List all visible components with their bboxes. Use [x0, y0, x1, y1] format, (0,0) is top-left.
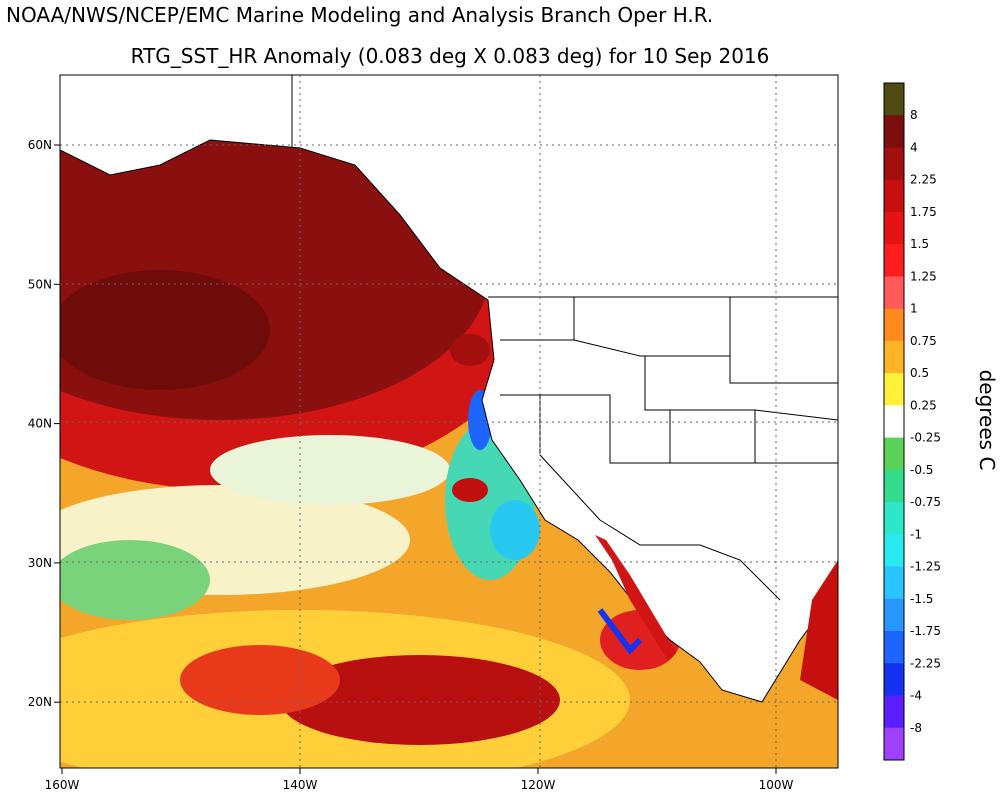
colorbar-title: degrees C — [975, 370, 999, 471]
anomaly-area — [280, 655, 560, 745]
colorbar-label: -1.25 — [910, 560, 941, 574]
colorbar-swatch — [884, 276, 904, 310]
colorbar-swatch — [884, 631, 904, 664]
colorbar-label: -0.25 — [910, 431, 941, 445]
colorbar-label: -0.5 — [910, 463, 933, 477]
anomaly-area — [60, 270, 270, 390]
colorbar-label: 0.75 — [910, 334, 937, 348]
colorbar-swatch — [884, 340, 904, 374]
colorbar-label: 1.5 — [910, 237, 929, 251]
colorbar-swatch — [884, 115, 904, 148]
colorbar-swatch — [884, 308, 904, 342]
lat-label: 50N — [28, 277, 52, 291]
anomaly-area — [180, 645, 340, 715]
lat-label: 60N — [28, 138, 52, 152]
colorbar-label: 4 — [910, 140, 918, 154]
colorbar-label: -1.75 — [910, 624, 941, 638]
lat-label: 20N — [28, 695, 52, 709]
borders — [291, 75, 838, 601]
colorbar-label: 1 — [910, 302, 918, 316]
lon-label: 100W — [759, 778, 794, 792]
colorbar-label: 1.75 — [910, 205, 937, 219]
colorbar-swatch — [884, 83, 904, 116]
colorbar-label: -2.25 — [910, 656, 941, 670]
colorbar-label: -0.75 — [910, 495, 941, 509]
colorbar-label: 1.25 — [910, 269, 937, 283]
colorbar-label: 0.5 — [910, 366, 929, 380]
colorbar-swatch — [884, 469, 904, 503]
map — [60, 75, 838, 768]
anomaly-area — [490, 500, 540, 560]
colorbar-swatch — [884, 727, 904, 761]
gulf-of-mexico — [800, 560, 838, 700]
map-frame — [59, 74, 839, 769]
anomaly-area — [210, 435, 450, 505]
colorbar-label: 0.25 — [910, 398, 937, 412]
colorbar-label: -1.5 — [910, 592, 933, 606]
colorbar-label: -4 — [910, 689, 922, 703]
graticule — [60, 75, 838, 768]
colorbar-swatch — [884, 437, 904, 471]
colorbar-swatch — [884, 211, 904, 245]
anomaly-area — [450, 334, 490, 366]
lon-label: 120W — [521, 778, 556, 792]
colorbar-frame — [883, 82, 905, 761]
lat-label: 30N — [28, 556, 52, 570]
colorbar-swatch — [884, 405, 904, 439]
lon-label: 160W — [45, 778, 80, 792]
colorbar-swatch — [884, 566, 904, 600]
anomaly-area — [452, 478, 488, 502]
colorbar-swatch — [884, 502, 904, 535]
coastal-anomaly — [597, 608, 643, 655]
colorbar-label: -8 — [910, 721, 922, 735]
colorbar-swatch — [884, 695, 904, 729]
anomaly-area — [60, 540, 210, 620]
colorbar-swatch — [884, 179, 904, 213]
colorbar-label: 8 — [910, 108, 918, 122]
colorbar-swatch — [884, 534, 904, 568]
colorbar-label: 2.25 — [910, 173, 937, 187]
colorbar-swatch — [884, 663, 904, 697]
title: NOAA/NWS/NCEP/EMC Marine Modeling and An… — [6, 3, 713, 27]
colorbar-swatch — [884, 244, 904, 277]
subtitle: RTG_SST_HR Anomaly (0.083 deg X 0.083 de… — [131, 44, 770, 68]
colorbar-swatch — [884, 598, 904, 632]
lon-label: 140W — [283, 778, 318, 792]
gulf-of-california — [595, 535, 676, 660]
lat-label: 40N — [28, 417, 52, 431]
colorbar-label: -1 — [910, 527, 922, 541]
colorbar-swatch — [884, 373, 904, 406]
colorbar-swatch — [884, 147, 904, 181]
